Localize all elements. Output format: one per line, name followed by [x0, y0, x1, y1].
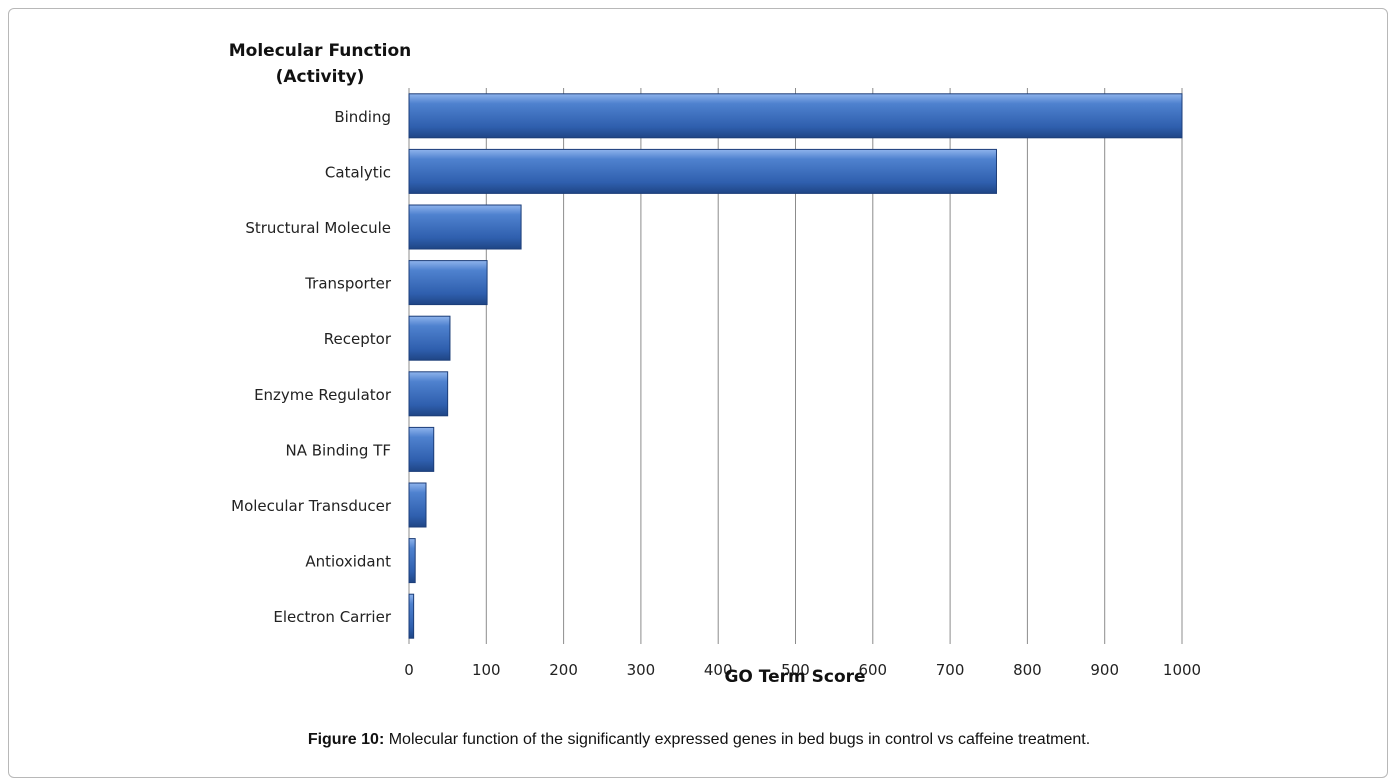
- bar-antioxidant: [408, 538, 416, 584]
- bar-molecular-transducer: [408, 482, 427, 528]
- bar-electron-carrier: [408, 593, 415, 639]
- category-label: Molecular Transducer: [231, 497, 392, 515]
- bar-enzyme-regulator: [408, 371, 449, 417]
- x-tick-label: 1000: [1163, 661, 1201, 679]
- category-label: Electron Carrier: [273, 608, 391, 626]
- x-axis-title: GO Term Score: [724, 667, 865, 687]
- x-tick-label: 400: [704, 661, 733, 679]
- bar-structural-molecule: [408, 204, 522, 250]
- x-tick-label: 600: [858, 661, 887, 679]
- category-label: Transporter: [304, 275, 392, 293]
- x-tick-label: 500: [781, 661, 810, 679]
- caption-text: Molecular function of the significantly …: [384, 731, 1091, 748]
- bar-chart: 0 100 200 300 400 500 600 700 800 900 1000 Binding C…: [229, 41, 1201, 687]
- category-label: Structural Molecule: [245, 219, 391, 237]
- bar-transporter: [408, 260, 488, 306]
- category-label: Receptor: [324, 330, 392, 348]
- x-tick-label: 100: [472, 661, 501, 679]
- x-tick-label: 800: [1013, 661, 1042, 679]
- figure-caption: Figure 10: Molecular function of the sig…: [0, 731, 1398, 749]
- bar-na-binding-tf: [408, 426, 435, 472]
- x-tick-label: 700: [936, 661, 965, 679]
- caption-label: Figure 10:: [307, 731, 385, 748]
- x-tick-label: 900: [1090, 661, 1119, 679]
- x-tick-label: 200: [549, 661, 578, 679]
- category-label: Enzyme Regulator: [254, 386, 392, 404]
- x-tick-label: 300: [627, 661, 656, 679]
- category-label: Antioxidant: [305, 553, 391, 571]
- category-label: NA Binding TF: [286, 441, 392, 459]
- category-label: Catalytic: [325, 163, 391, 181]
- bar-catalytic: [408, 148, 997, 194]
- chart-title-line-2: (Activity): [276, 67, 365, 87]
- x-tick-label: 0: [404, 661, 414, 679]
- bar-binding: [408, 93, 1183, 139]
- category-label: Binding: [334, 108, 391, 126]
- bar-receptor: [408, 315, 451, 361]
- chart-title-line-1: Molecular Function: [229, 41, 412, 61]
